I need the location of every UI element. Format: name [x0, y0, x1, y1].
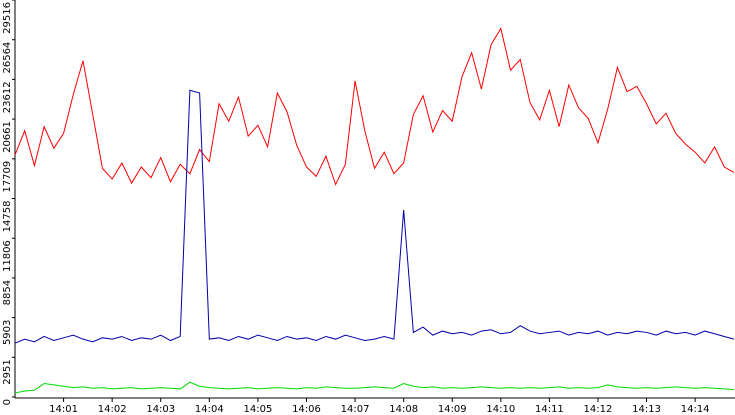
- y-tick-label: 5903: [2, 320, 13, 345]
- x-tick-label: 14:11: [535, 404, 564, 415]
- x-tick-label: 14:13: [632, 404, 661, 415]
- x-tick-label: 14:09: [438, 404, 467, 415]
- x-tick-label: 14:02: [98, 404, 127, 415]
- x-tick-label: 14:14: [681, 404, 710, 415]
- x-tick-label: 14:01: [49, 404, 78, 415]
- y-tick-label: 11806: [2, 240, 13, 272]
- y-tick-label: 8854: [2, 280, 13, 305]
- y-tick-label: 17709: [2, 161, 13, 193]
- x-tick-label: 14:07: [341, 404, 370, 415]
- data-line: [14, 89, 735, 344]
- x-tick-label: 14:03: [146, 404, 175, 415]
- y-tick-label: 20661: [2, 121, 13, 153]
- x-tick-label: 14:08: [389, 404, 418, 415]
- data-line: [14, 27, 735, 186]
- y-tick-label: 0: [2, 399, 13, 405]
- y-tick-label: 23612: [2, 81, 13, 113]
- x-tick-label: 14:06: [292, 404, 321, 415]
- x-tick-label: 14:10: [486, 404, 515, 415]
- x-tick-label: 14:04: [195, 404, 224, 415]
- x-tick-label: 14:05: [243, 404, 272, 415]
- y-tick-label: 2951: [2, 359, 13, 384]
- x-tick-label: 14:12: [584, 404, 613, 415]
- data-line: [14, 381, 735, 394]
- y-tick-label: 14758: [2, 201, 13, 233]
- y-tick-label: 29516: [2, 2, 13, 34]
- y-tick-label: 26564: [2, 42, 13, 74]
